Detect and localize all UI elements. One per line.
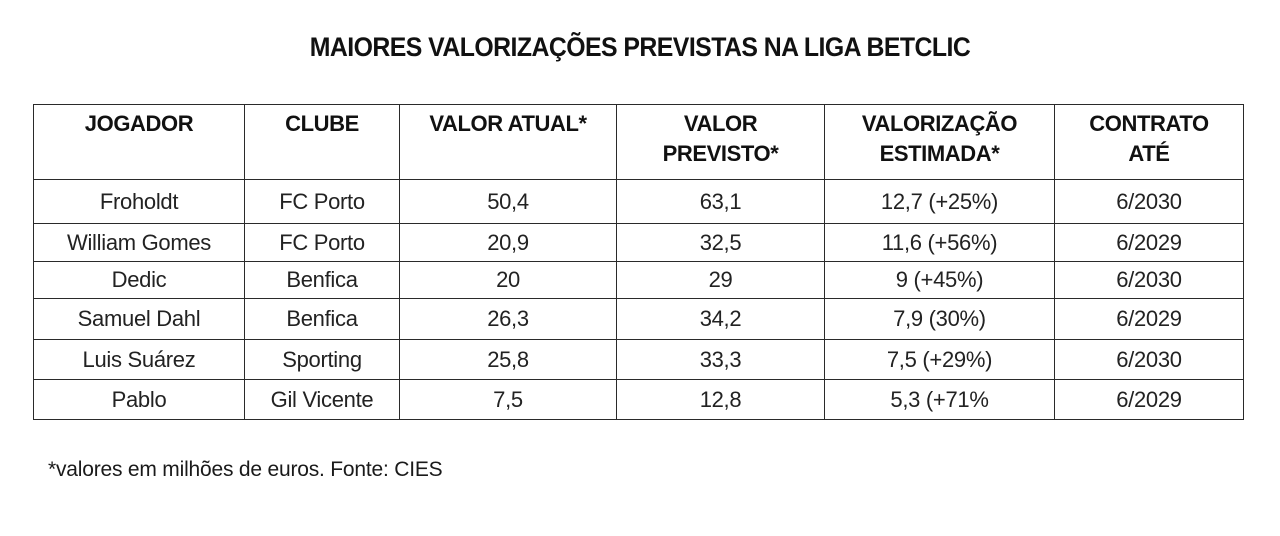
cell-contract-until: 6/2030 [1054,261,1244,299]
table-row: Froholdt FC Porto 50,4 63,1 12,7 (+25%) … [33,179,1244,224]
cell-club: Gil Vicente [244,379,400,420]
cell-club: FC Porto [244,179,400,224]
cell-current-value: 26,3 [399,298,617,340]
cell-club: Sporting [244,339,400,380]
table-row: Samuel Dahl Benfica 26,3 34,2 7,9 (30%) … [33,298,1244,340]
cell-estimated-gain: 5,3 (+71% [824,379,1055,420]
cell-estimated-gain: 9 (+45%) [824,261,1055,299]
cell-contract-until: 6/2029 [1054,379,1244,420]
header-predicted-value: VALOR PREVISTO* [616,104,825,180]
cell-predicted-value: 63,1 [616,179,825,224]
cell-current-value: 25,8 [399,339,617,380]
cell-current-value: 20,9 [399,223,617,262]
table-row: Pablo Gil Vicente 7,5 12,8 5,3 (+71% 6/2… [33,379,1244,420]
cell-predicted-value: 12,8 [616,379,825,420]
cell-current-value: 50,4 [399,179,617,224]
header-contract-until: CONTRATO ATÉ [1054,104,1244,180]
cell-estimated-gain: 7,5 (+29%) [824,339,1055,380]
table-row: William Gomes FC Porto 20,9 32,5 11,6 (+… [33,223,1244,262]
cell-contract-until: 6/2030 [1054,179,1244,224]
cell-club: FC Porto [244,223,400,262]
cell-contract-until: 6/2029 [1054,298,1244,340]
cell-estimated-gain: 12,7 (+25%) [824,179,1055,224]
cell-club: Benfica [244,261,400,299]
cell-player: Samuel Dahl [33,298,245,340]
cell-current-value: 7,5 [399,379,617,420]
header-club: CLUBE [244,104,400,180]
footnote: *valores em milhões de euros. Fonte: CIE… [48,458,443,481]
cell-club: Benfica [244,298,400,340]
header-player: JOGADOR [33,104,245,180]
page-title: MAIORES VALORIZAÇÕES PREVISTAS NA LIGA B… [309,32,971,62]
cell-predicted-value: 34,2 [616,298,825,340]
cell-estimated-gain: 7,9 (30%) [824,298,1055,340]
table-header-row: JOGADOR CLUBE VALOR ATUAL* VALOR PREVIST… [33,104,1244,180]
cell-player: Froholdt [33,179,245,224]
cell-player: Dedic [33,261,245,299]
cell-player: Pablo [33,379,245,420]
cell-predicted-value: 33,3 [616,339,825,380]
cell-contract-until: 6/2030 [1054,339,1244,380]
table-row: Luis Suárez Sporting 25,8 33,3 7,5 (+29%… [33,339,1244,380]
cell-predicted-value: 29 [616,261,825,299]
cell-estimated-gain: 11,6 (+56%) [824,223,1055,262]
header-current-value: VALOR ATUAL* [399,104,617,180]
table-row: Dedic Benfica 20 29 9 (+45%) 6/2030 [33,261,1244,299]
cell-player: Luis Suárez [33,339,245,380]
valuation-table: JOGADOR CLUBE VALOR ATUAL* VALOR PREVIST… [33,104,1244,420]
header-estimated-gain: VALORIZAÇÃO ESTIMADA* [824,104,1055,180]
cell-predicted-value: 32,5 [616,223,825,262]
cell-contract-until: 6/2029 [1054,223,1244,262]
cell-current-value: 20 [399,261,617,299]
cell-player: William Gomes [33,223,245,262]
